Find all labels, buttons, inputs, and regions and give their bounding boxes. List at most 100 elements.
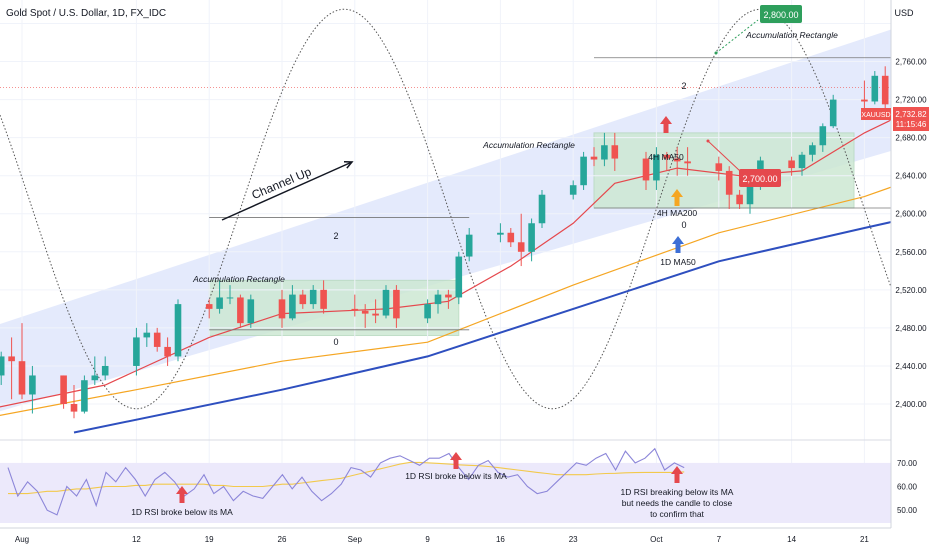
candle <box>569 180 577 200</box>
candle-body <box>299 294 307 305</box>
candle-body <box>237 297 244 324</box>
rsi-note-3-line2: but needs the candle to close <box>622 498 733 508</box>
candle-body <box>153 332 161 347</box>
price-tick-label: 2,440.00 <box>895 362 927 371</box>
time-tick-label: Oct <box>650 535 663 544</box>
candle <box>424 299 431 324</box>
rsi-note-1: 1D RSI broke below its MA <box>131 507 233 517</box>
candle-body <box>746 185 754 205</box>
candle-body <box>455 256 463 298</box>
candle <box>788 156 795 176</box>
up-arrow-shape <box>672 236 684 253</box>
candle-body <box>715 163 723 171</box>
channel-up-band <box>0 29 891 412</box>
candle <box>101 356 109 381</box>
rsi-tick-label: 70.00 <box>897 459 918 468</box>
time-tick-label: 7 <box>717 535 722 544</box>
target-down-dot <box>706 139 710 143</box>
rect2-label: Accumulation Rectangle <box>482 140 575 150</box>
time-tick-label: 9 <box>425 535 430 544</box>
ma-line-1d-ma50 <box>73 211 932 434</box>
target-down-badge: 2,700.00 <box>739 169 781 187</box>
candle-body <box>465 234 473 257</box>
up-arrow-shape <box>671 466 683 483</box>
price-tick-label: 2,560.00 <box>895 248 927 257</box>
rsi-arrow-2 <box>450 452 462 469</box>
candle-body <box>361 310 369 314</box>
candle <box>237 294 244 328</box>
rsi-layer <box>0 439 891 523</box>
candle-body <box>18 361 26 395</box>
candle <box>320 280 327 314</box>
candle <box>278 289 286 328</box>
last-price-value: 2,732.82 <box>895 110 927 119</box>
candle <box>497 223 504 243</box>
candle-body <box>569 185 577 195</box>
ma-line-4h-ma200 <box>0 172 932 417</box>
candle <box>517 213 525 267</box>
ma50-1d-label: 1D MA50 <box>660 257 696 267</box>
time-tick-label: 14 <box>787 535 796 544</box>
candle <box>289 285 296 321</box>
candle-body <box>278 299 286 319</box>
price-tick-label: 2,400.00 <box>895 400 927 409</box>
candle-body <box>528 223 535 252</box>
candle-body <box>663 154 671 159</box>
candle-body <box>601 145 608 160</box>
candle-body <box>684 161 691 164</box>
fib-top-label-1: 2 <box>333 231 338 241</box>
time-tick-label: Sep <box>348 535 363 544</box>
candle-body <box>289 294 296 319</box>
candle-body <box>81 380 88 412</box>
candle-body <box>538 194 546 224</box>
time-tick-label: 21 <box>860 535 869 544</box>
candle-body <box>70 404 78 412</box>
candle <box>871 71 879 105</box>
candle <box>725 166 733 209</box>
candle <box>465 228 473 262</box>
candle-body <box>164 346 171 357</box>
candle <box>18 323 26 400</box>
price-tick-label: 2,520.00 <box>895 286 927 295</box>
candle <box>601 132 608 167</box>
candle-body <box>29 375 36 395</box>
candle <box>715 156 723 181</box>
time-tick-label: 26 <box>278 535 287 544</box>
candle <box>372 299 379 324</box>
rsi-ma-line <box>8 461 685 495</box>
candle <box>205 299 213 319</box>
candle-body <box>673 158 681 162</box>
fib-bottom-label-2: 0 <box>681 220 686 230</box>
candle-body <box>642 158 650 181</box>
price-tick-label: 2,600.00 <box>895 210 927 219</box>
candle-body <box>309 289 317 305</box>
last-price-tag: XAUUSD 2,732.82 11:15:46 <box>861 107 929 131</box>
target-down-value: 2,700.00 <box>742 174 777 184</box>
candle <box>642 151 650 190</box>
up-arrow-shape <box>671 189 683 206</box>
candle-body <box>788 160 795 169</box>
candle-body <box>133 337 140 366</box>
candle-body <box>0 356 5 376</box>
candle <box>351 294 359 317</box>
chart-title: Gold Spot / U.S. Dollar, 1D, FX_IDC <box>6 8 166 19</box>
target-down-connector <box>707 140 741 172</box>
candle-body <box>653 154 660 181</box>
candle-body <box>216 297 223 309</box>
candle <box>673 147 681 176</box>
candle <box>81 375 88 414</box>
fib-top-label-2: 2 <box>681 81 686 91</box>
rsi-arrow-1 <box>176 486 188 503</box>
candle <box>91 356 99 385</box>
candle-body <box>725 170 733 195</box>
ma50-4h-label: 4H MA50 <box>648 152 684 162</box>
candle-body <box>798 154 806 169</box>
candle <box>216 280 223 314</box>
rsi-tick-label: 50.00 <box>897 506 918 515</box>
candle <box>133 327 140 376</box>
candle-body <box>226 297 234 299</box>
candle <box>538 189 546 229</box>
candle-body <box>91 375 99 381</box>
